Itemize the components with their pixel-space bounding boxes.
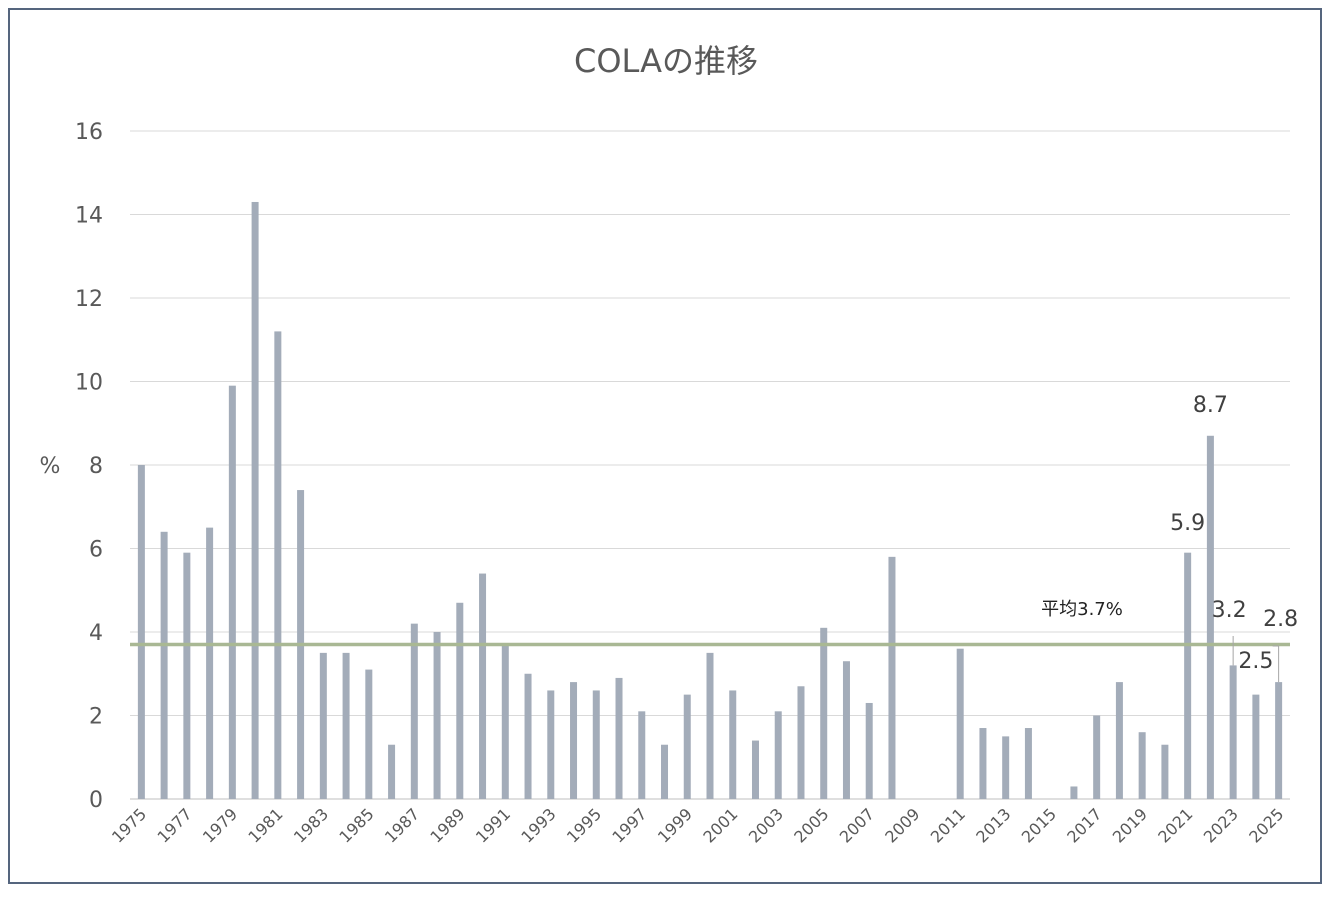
x-tick-label: 2023 [1200,804,1242,846]
data-labels: 5.9 8.7 3.2 2.5 2.8 [1170,393,1298,683]
y-tick-label: 2 [89,705,103,730]
bar-2008 [888,556,896,799]
average-line-group: 平均3.7% [130,599,1290,647]
bar-1984 [342,652,350,799]
bar-2001 [729,690,737,799]
bar-2006 [842,661,850,799]
bar-2016 [1070,786,1078,799]
x-tick-label: 2017 [1063,804,1105,846]
bar-1990 [479,573,487,799]
bar-2012 [979,728,987,799]
y-axis-ticks: 0 2 4 6 8 10 12 14 16 [75,120,103,813]
bar-1980 [251,201,259,800]
data-label-2024: 2.5 [1238,649,1273,674]
y-tick-label: 16 [75,120,103,145]
x-tick-label: 2009 [881,804,923,846]
bar-1996 [615,677,623,799]
y-tick-label: 0 [89,788,103,813]
x-tick-label: 1991 [472,804,514,846]
x-tick-label: 1975 [108,804,150,846]
bar-2005 [820,627,828,799]
bar-2018 [1115,682,1123,799]
bar-1998 [661,744,669,799]
x-axis-ticks: 1975 1977 1979 1981 1983 1985 1987 1989 1991 1993… [108,804,1287,846]
bar-2024 [1252,694,1260,799]
data-label-2021: 5.9 [1170,511,1205,536]
x-tick-label: 1995 [563,804,605,846]
bar-1997 [638,711,646,799]
y-tick-label: 8 [89,454,103,479]
bar-1983 [319,652,327,799]
bar-2004 [797,686,805,799]
bar-1988 [433,632,441,799]
x-tick-label: 2001 [699,804,741,846]
average-line-label: 平均3.7% [1041,599,1123,620]
bar-2000 [706,652,714,799]
bar-2020 [1161,744,1169,799]
y-tick-label: 10 [75,371,103,396]
y-tick-label: 6 [89,538,103,563]
bar-2023 [1229,665,1237,799]
x-tick-label: 1987 [381,804,423,846]
bar-1994 [570,682,578,799]
bar-2007 [865,702,873,799]
x-tick-label: 2003 [745,804,787,846]
x-tick-label: 1983 [290,804,332,846]
y-tick-label: 12 [75,287,103,312]
x-tick-label: 1993 [517,804,559,846]
bar-1977 [183,552,191,799]
x-tick-label: 1977 [153,804,195,846]
x-tick-label: 2015 [1018,804,1060,846]
chart-title: COLAの推移 [574,42,758,80]
bar-1985 [365,669,373,799]
bar-2017 [1093,715,1101,799]
bar-2014 [1024,728,1032,799]
bar-2022 [1206,435,1214,799]
bar-1978 [206,527,214,799]
y-axis-unit-label: % [40,454,61,479]
x-tick-label: 2025 [1245,804,1287,846]
x-tick-label: 1981 [244,804,286,846]
x-tick-label: 2011 [927,804,969,846]
bar-1995 [592,690,600,799]
chart-frame [8,8,1322,884]
bar-1979 [228,385,236,799]
x-tick-label: 1999 [654,804,696,846]
bar-2019 [1138,732,1146,799]
bar-1992 [524,673,532,799]
bar-2021 [1184,552,1192,799]
bar-2013 [1002,736,1010,799]
bar-1989 [456,602,464,799]
y-tick-label: 14 [75,204,103,229]
x-tick-label: 2013 [972,804,1014,846]
data-label-2025: 2.8 [1263,607,1298,632]
bar-1986 [388,744,396,799]
bar-1991 [501,644,509,799]
bar-1981 [274,331,282,799]
x-tick-label: 2021 [1154,804,1196,846]
data-label-2023: 3.2 [1212,598,1247,623]
bar-1993 [547,690,555,799]
x-tick-label: 1979 [199,804,241,846]
bar-1999 [683,694,691,799]
y-tick-label: 4 [89,621,103,646]
bar-2003 [774,711,782,799]
bar-1987 [410,623,418,799]
x-tick-label: 1989 [426,804,468,846]
bar-2011 [956,648,964,799]
bar-1975 [137,465,145,799]
bar-2025 [1275,682,1283,799]
x-tick-label: 2007 [836,804,878,846]
x-tick-label: 1997 [608,804,650,846]
x-tick-label: 1985 [335,804,377,846]
data-label-2022: 8.7 [1193,393,1228,418]
bar-2002 [751,740,759,799]
bar-1976 [160,531,168,799]
x-tick-label: 2019 [1109,804,1151,846]
x-tick-label: 2005 [790,804,832,846]
bars [137,201,1283,800]
